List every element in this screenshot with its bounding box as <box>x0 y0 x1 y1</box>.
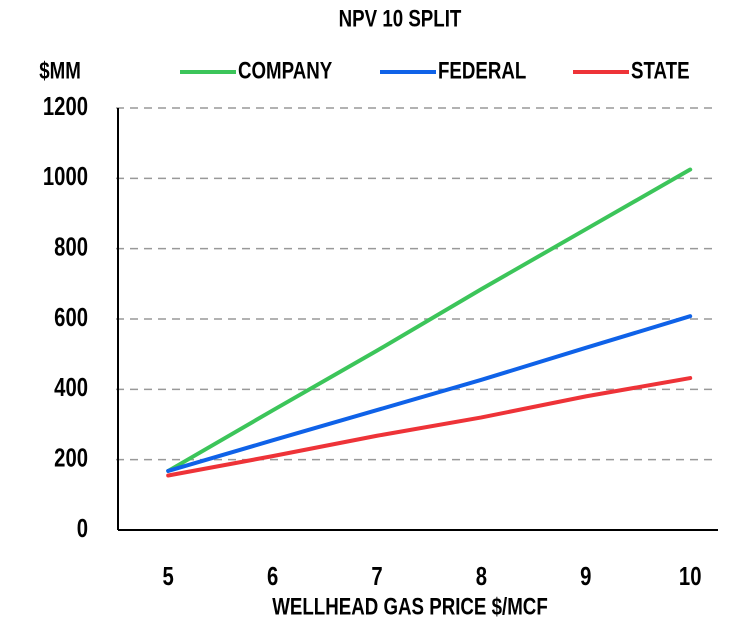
chart-title: NPV 10 SPLIT <box>339 5 462 32</box>
x-tick-label: 6 <box>267 561 278 590</box>
legend-label: FEDERAL <box>438 57 526 84</box>
x-tick-label: 7 <box>371 561 382 590</box>
x-axis-label: WELLHEAD GAS PRICE $/MCF <box>272 593 548 620</box>
series-line <box>166 167 693 473</box>
x-tick-label: 9 <box>580 561 591 590</box>
y-tick-label: 600 <box>54 302 88 331</box>
legend-label: STATE <box>631 57 690 84</box>
y-tick-label: 400 <box>54 373 88 402</box>
y-tick-label: 1000 <box>43 162 88 191</box>
x-tick-label: 5 <box>163 561 174 590</box>
y-tick-label: 0 <box>77 513 88 542</box>
x-tick-label: 10 <box>679 561 702 590</box>
y-tick-label: 1200 <box>43 91 88 120</box>
series-line <box>166 376 693 478</box>
legend-label: COMPANY <box>238 57 332 84</box>
series-line <box>166 314 693 473</box>
x-tick-label: 8 <box>476 561 487 590</box>
y-axis-label: $MM <box>39 57 81 84</box>
y-tick-label: 800 <box>54 232 88 261</box>
y-tick-label: 200 <box>54 443 88 472</box>
